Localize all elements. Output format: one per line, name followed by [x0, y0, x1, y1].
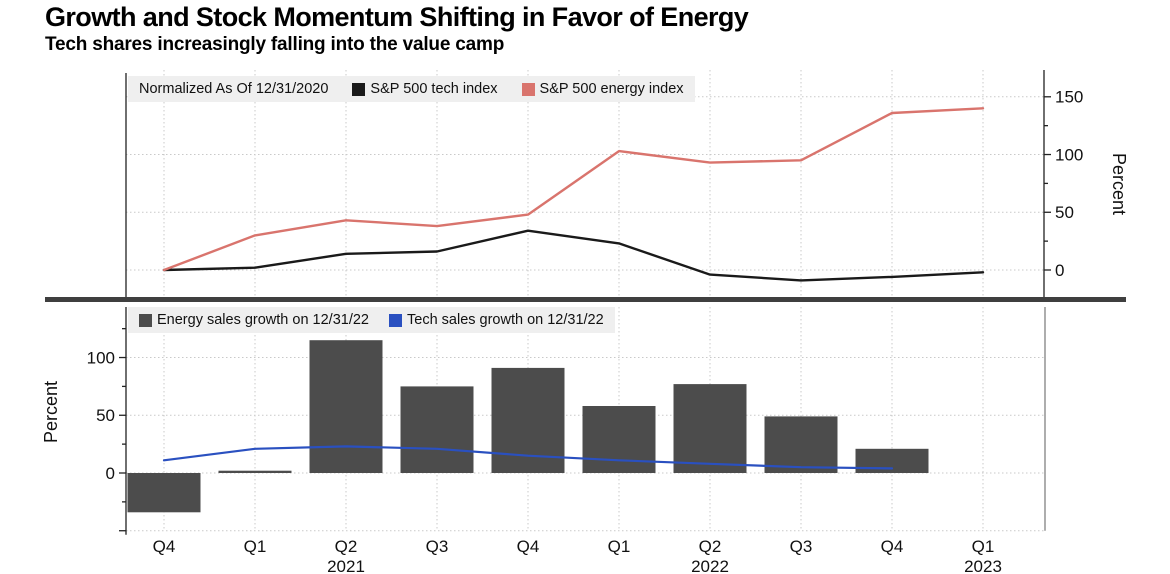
energy-sales-swatch-icon: [139, 313, 152, 327]
x-axis-label: Q1: [608, 537, 631, 556]
tech-sales-swatch-icon: [389, 313, 402, 327]
x-axis-label: Q1: [244, 537, 267, 556]
y-axis-title: Percent: [41, 381, 61, 443]
bar: [218, 470, 292, 473]
bar: [673, 384, 747, 473]
x-axis-year-label: 2022: [691, 557, 729, 574]
legend-label-tech-sales: Tech sales growth on 12/31/22: [407, 312, 604, 328]
y-axis-tick-label: 50: [1055, 203, 1074, 222]
tech-sales-growth-on-12-31-22-line: [162, 445, 894, 470]
x-axis-label: Q4: [153, 537, 176, 556]
y-axis-tick-label: 150: [1055, 88, 1083, 107]
bar: [582, 406, 656, 473]
y-axis-title: Percent: [1109, 153, 1129, 215]
bar: [309, 340, 383, 473]
chart-header: Growth and Stock Momentum Shifting in Fa…: [45, 2, 749, 56]
x-axis-label: Q3: [426, 537, 449, 556]
page-subtitle: Tech shares increasingly falling into th…: [45, 34, 505, 56]
bar: [127, 473, 201, 513]
y-axis-tick-label: 0: [1055, 261, 1064, 280]
x-axis-label: Q4: [881, 537, 904, 556]
energy-sales-growth-on-12-31-22-bars: [127, 340, 929, 513]
top-chart-legend: Normalized As Of 12/31/2020 S&P 500 tech…: [128, 76, 695, 102]
y-axis-tick-label: 100: [87, 348, 115, 367]
x-axis-label: Q1: [972, 537, 995, 556]
x-axis-year-label: 2021: [327, 557, 365, 574]
legend-item-energy-sales: Energy sales growth on 12/31/22: [139, 312, 369, 328]
tech-index-swatch-icon: [352, 82, 366, 96]
y-axis-tick-label: 0: [106, 464, 115, 483]
energy-index-swatch-icon: [521, 82, 535, 96]
legend-label-tech-index: S&P 500 tech index: [370, 81, 498, 97]
panel-divider: [45, 297, 1126, 302]
x-axis-label: Q2: [699, 537, 722, 556]
legend-note: Normalized As Of 12/31/2020: [139, 81, 329, 97]
bottom-chart-legend: Energy sales growth on 12/31/22 Tech sal…: [128, 307, 615, 333]
y-axis-tick-label: 50: [96, 406, 115, 425]
s-p-500-tech-index-line: [162, 229, 985, 282]
s-p-500-energy-index-line: [162, 107, 985, 272]
bar: [400, 386, 474, 473]
legend-label-energy-index: S&P 500 energy index: [539, 81, 684, 97]
x-axis-label: Q4: [517, 537, 540, 556]
sales-growth-chart: 0 50 100 Percent Q4 Q1 Q2 Q3 Q4 Q1 Q2 Q3 Q4 Q1 2021 202…: [41, 307, 1046, 574]
page-title: Growth and Stock Momentum Shifting in Fa…: [45, 2, 749, 32]
legend-item-tech-sales: Tech sales growth on 12/31/22: [389, 312, 604, 328]
x-axis-year-label: 2023: [964, 557, 1002, 574]
y-axis-tick-label: 100: [1055, 145, 1083, 164]
x-axis-label: Q2: [335, 537, 358, 556]
legend-item-energy-index: S&P 500 energy index: [521, 81, 684, 97]
legend-item-tech-index: S&P 500 tech index: [352, 81, 498, 97]
x-axis-label: Q3: [790, 537, 813, 556]
legend-label-energy-sales: Energy sales growth on 12/31/22: [157, 312, 369, 328]
bar: [764, 416, 838, 473]
